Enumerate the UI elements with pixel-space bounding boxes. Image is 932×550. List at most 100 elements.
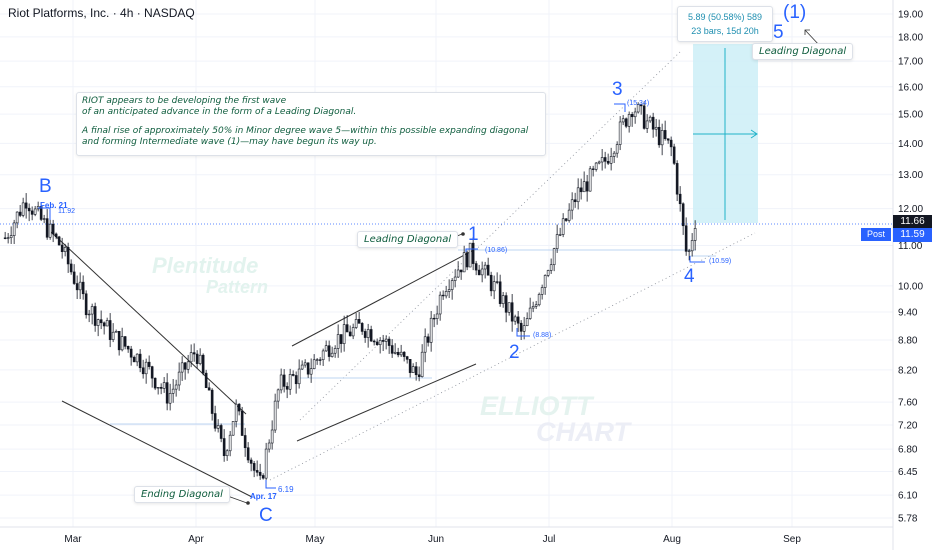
y-tick-label: 11.00 — [898, 241, 923, 252]
candle-body — [21, 202, 25, 216]
candle-body — [180, 362, 184, 373]
candle-body — [195, 353, 199, 364]
x-tick-label: Jun — [428, 534, 444, 545]
watermark-elliott: ELLIOTT — [480, 391, 595, 421]
candle-body — [432, 317, 436, 320]
pivot-price-2: (8.88) — [533, 332, 552, 339]
candle-body — [84, 293, 88, 316]
candle-body — [387, 338, 391, 346]
candle-body — [12, 222, 16, 236]
candle-body — [87, 313, 91, 316]
candle-body — [675, 163, 679, 195]
x-tick-label: May — [306, 534, 325, 545]
pivot-price-4: (10.59) — [709, 258, 732, 265]
x-tick-label: Sep — [783, 534, 801, 545]
candle-body — [171, 388, 175, 394]
candle-body — [366, 329, 370, 338]
candle-body — [63, 247, 67, 252]
pivot-date-c: Apr. 17 — [250, 492, 277, 501]
candle-body — [39, 206, 43, 220]
candle-body — [48, 223, 52, 238]
candle-body — [540, 287, 544, 295]
target-arrow-head — [750, 129, 758, 139]
candle-body — [576, 187, 580, 203]
candle-body — [294, 375, 298, 385]
y-tick-label: 8.20 — [898, 365, 918, 376]
measure-line-1: 5.89 (50.58%) 589 — [687, 12, 763, 22]
candle-body — [477, 269, 481, 276]
chart-title: Riot Platforms, Inc. · 4h · NASDAQ — [8, 6, 195, 20]
candle-body — [96, 319, 100, 326]
candle-body — [384, 338, 388, 342]
callout-leading-diagonal-top: Leading Diagonal — [752, 43, 854, 60]
candle-body — [297, 368, 301, 385]
candle-body — [357, 319, 361, 324]
candle-body — [201, 354, 205, 374]
candle-body — [183, 362, 187, 370]
candle-body — [321, 350, 325, 361]
candle-body — [423, 336, 427, 353]
marker-1 — [465, 248, 478, 252]
candle-body — [531, 306, 535, 309]
y-tick-label: 15.00 — [898, 110, 923, 121]
candle-body — [330, 352, 334, 357]
candle-body — [219, 425, 223, 439]
candle-body — [216, 425, 220, 429]
candle-body — [192, 352, 196, 355]
candle-body — [528, 307, 532, 319]
candle-body — [603, 157, 607, 162]
candle-body — [318, 359, 322, 361]
marker-2 — [516, 328, 530, 337]
candle-body — [222, 438, 226, 457]
candle-body — [162, 382, 166, 389]
candle-body — [492, 281, 496, 292]
candle-body — [114, 330, 118, 333]
candle-body — [72, 271, 76, 284]
candle-body — [258, 471, 262, 476]
watermark-pattern: Pattern — [206, 277, 268, 297]
candle-body — [243, 435, 247, 449]
candle-body — [120, 336, 124, 351]
candle-body — [117, 330, 121, 351]
candle-body — [504, 295, 508, 313]
watermark-chart: CHART — [536, 417, 633, 447]
candle-body — [99, 319, 103, 324]
candle-body — [351, 327, 355, 337]
candle-body — [456, 269, 460, 278]
candle-body — [291, 374, 295, 376]
watermark-plentitude: Plentitude — [152, 253, 258, 278]
wave-label-4: 4 — [684, 266, 695, 287]
pivot-price-c: 6.19 — [278, 485, 294, 494]
candle-body — [438, 294, 442, 315]
y-tick-label: 18.00 — [898, 32, 923, 43]
candle-body — [495, 281, 499, 283]
candle-body — [198, 354, 202, 364]
last-price-tag: 11.66 — [893, 215, 932, 229]
candle-body — [333, 348, 337, 354]
candle-body — [444, 291, 448, 297]
y-tick-label: 10.00 — [898, 281, 923, 292]
analysis-note: RIOT appears to be developing the first … — [76, 92, 546, 156]
candle-body — [147, 361, 151, 367]
candle-body — [657, 126, 661, 146]
arrow-dot-c — [246, 501, 250, 505]
candle-body — [483, 264, 487, 270]
candle-body — [564, 218, 568, 221]
x-tick-label: Aug — [663, 534, 681, 545]
candle-body — [591, 168, 595, 170]
candle-body — [525, 318, 529, 327]
candle-body — [474, 263, 478, 271]
candle-body — [459, 269, 463, 273]
candle-body — [342, 324, 346, 344]
candle-body — [252, 463, 256, 471]
candle-body — [270, 429, 274, 444]
candle-body — [93, 306, 97, 326]
candle-body — [369, 329, 373, 342]
candle-body — [177, 371, 181, 386]
candle-body — [78, 281, 82, 291]
candle-body — [561, 218, 565, 235]
wave-label-5: 5 — [773, 22, 784, 43]
candle-body — [354, 319, 358, 328]
